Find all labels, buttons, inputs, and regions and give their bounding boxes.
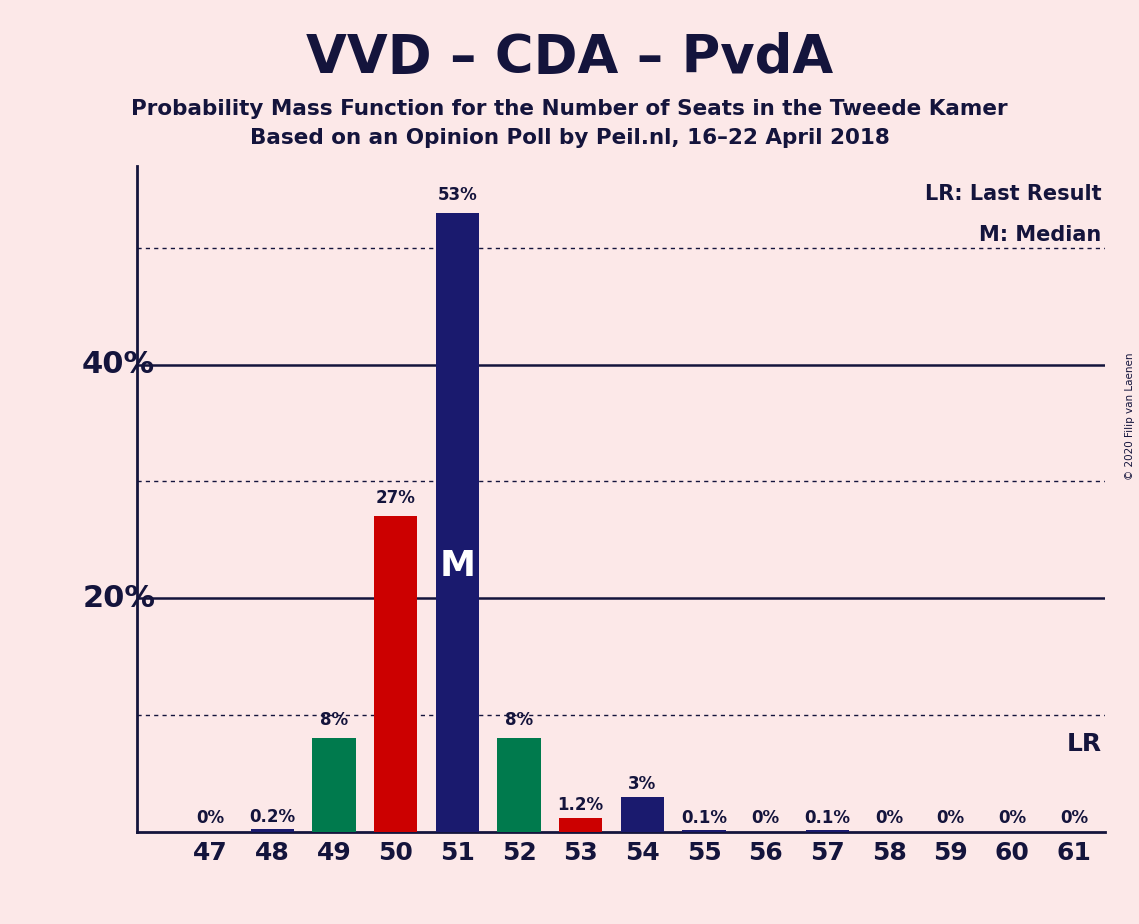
Text: Based on an Opinion Poll by Peil.nl, 16–22 April 2018: Based on an Opinion Poll by Peil.nl, 16–… [249, 128, 890, 148]
Bar [805, 831, 849, 832]
Text: LR: Last Result: LR: Last Result [925, 184, 1101, 204]
Text: 3%: 3% [629, 775, 656, 793]
Bar [621, 796, 664, 832]
Text: 8%: 8% [505, 711, 533, 729]
Text: LR: LR [1066, 732, 1101, 756]
Text: 0.1%: 0.1% [681, 808, 727, 827]
Bar [436, 213, 478, 832]
Text: M: Median: M: Median [980, 225, 1101, 245]
Text: 0%: 0% [197, 808, 224, 827]
Text: Probability Mass Function for the Number of Seats in the Tweede Kamer: Probability Mass Function for the Number… [131, 99, 1008, 119]
Text: 40%: 40% [82, 350, 155, 379]
Text: 1.2%: 1.2% [558, 796, 604, 814]
Bar [682, 831, 726, 832]
Text: VVD – CDA – PvdA: VVD – CDA – PvdA [306, 32, 833, 84]
Text: 0.2%: 0.2% [249, 808, 295, 826]
Text: 0%: 0% [752, 808, 780, 827]
Text: 0%: 0% [1060, 808, 1088, 827]
Bar [498, 738, 541, 832]
Text: 0%: 0% [998, 808, 1026, 827]
Bar [374, 517, 417, 832]
Text: 0%: 0% [875, 808, 903, 827]
Text: 0.1%: 0.1% [804, 808, 851, 827]
Text: 27%: 27% [376, 489, 416, 507]
Text: 0%: 0% [936, 808, 965, 827]
Text: M: M [440, 549, 475, 583]
Bar [251, 829, 294, 832]
Text: 20%: 20% [82, 584, 155, 613]
Bar [312, 738, 355, 832]
Text: © 2020 Filip van Laenen: © 2020 Filip van Laenen [1125, 352, 1134, 480]
Text: 53%: 53% [437, 186, 477, 203]
Bar [559, 818, 603, 832]
Text: 8%: 8% [320, 711, 349, 729]
